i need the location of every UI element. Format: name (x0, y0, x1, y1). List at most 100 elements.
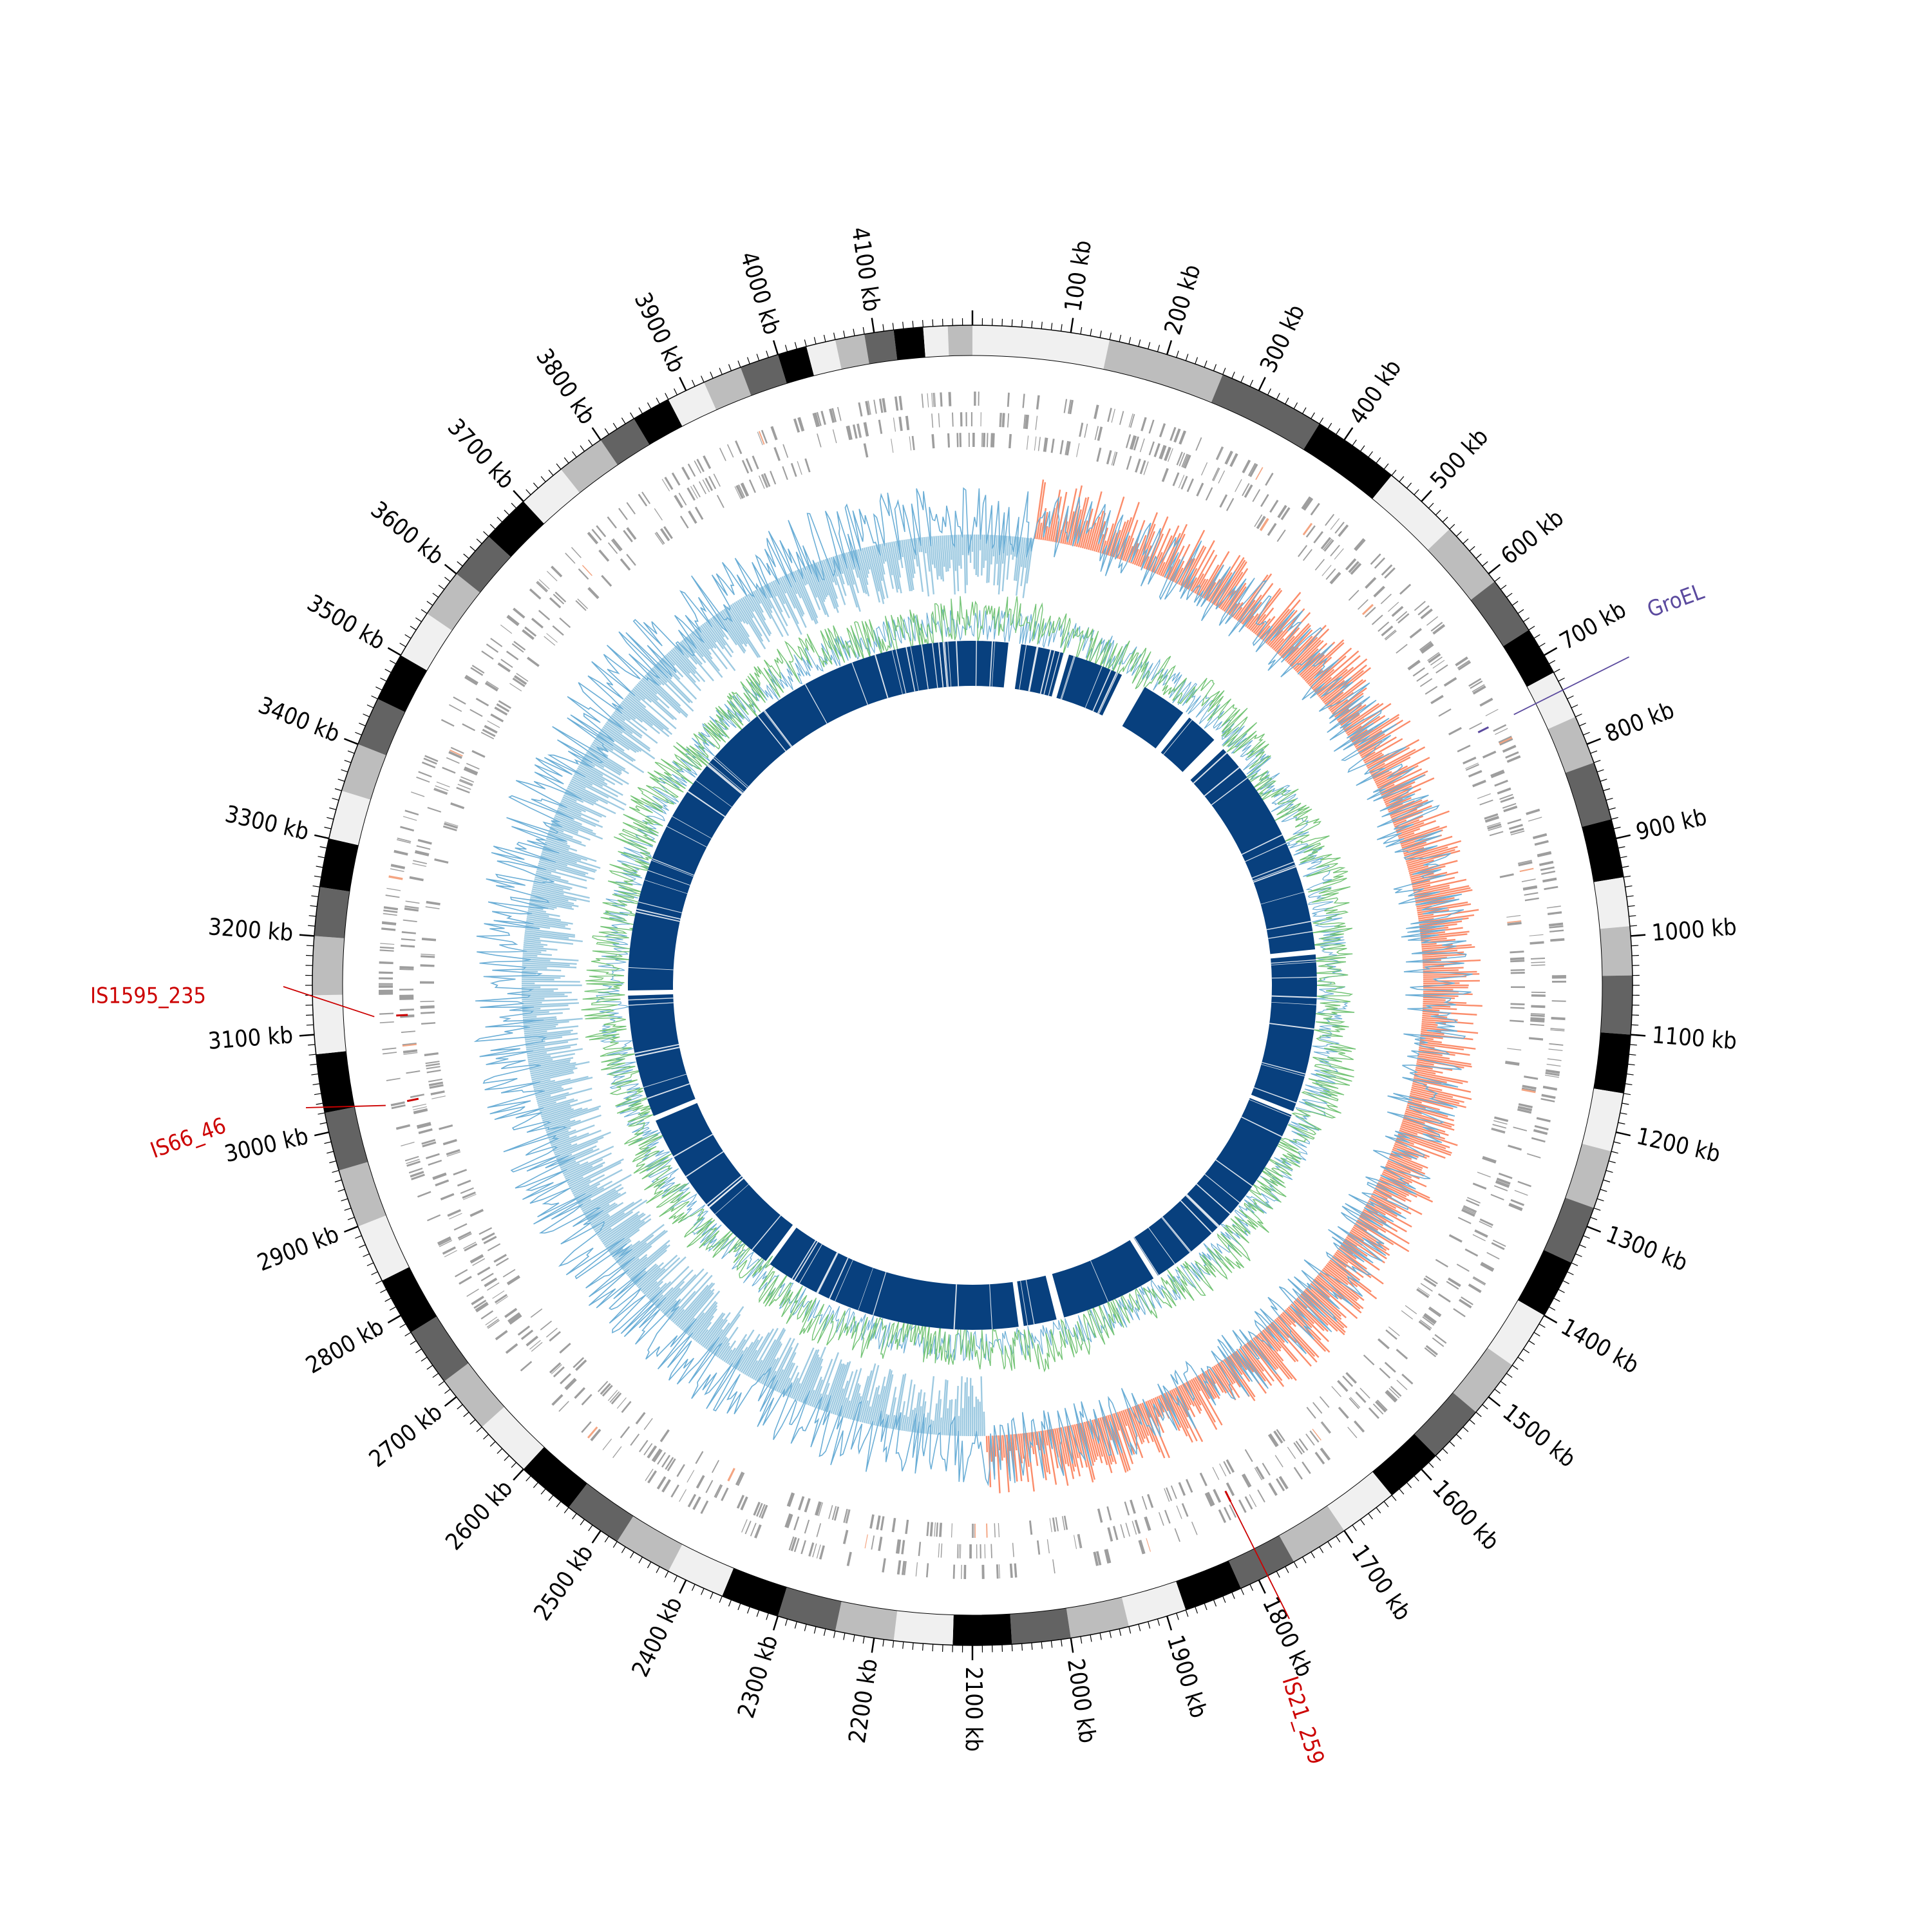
gene-feature (1226, 1459, 1235, 1473)
gene-feature (1381, 564, 1393, 576)
gene-feature (426, 900, 440, 905)
minor-tick (384, 1298, 392, 1302)
minor-tick (1608, 1160, 1616, 1164)
gene-feature (735, 485, 744, 499)
minor-tick (540, 1488, 546, 1495)
gene-feature (719, 448, 726, 461)
block-track (628, 641, 1317, 1330)
gene-feature (687, 487, 696, 501)
gene-feature (1148, 441, 1155, 456)
gene-feature (513, 641, 526, 651)
minor-tick (1099, 330, 1102, 338)
minor-tick (504, 1455, 510, 1461)
gene-feature (1492, 1239, 1506, 1247)
gene-feature (1530, 1014, 1545, 1018)
gene-feature (770, 471, 777, 485)
minor-tick (1463, 1426, 1469, 1432)
gene-feature (1229, 1504, 1236, 1518)
gene-feature (816, 1523, 822, 1537)
gene-feature (1120, 1524, 1125, 1539)
gene-feature (812, 413, 818, 428)
gene-feature (808, 1542, 815, 1557)
gene-feature (1510, 957, 1525, 961)
minor-tick (843, 330, 846, 338)
major-tick (871, 317, 875, 333)
gene-feature (1462, 1208, 1476, 1215)
gene-feature (1028, 1520, 1033, 1535)
gene-feature (1182, 454, 1189, 468)
gene-feature (432, 1172, 446, 1179)
block-gap-line (793, 1241, 819, 1281)
gene-feature (1342, 1375, 1354, 1387)
minor-tick (1435, 509, 1441, 516)
minor-tick (1336, 428, 1341, 435)
ideogram-band (1548, 717, 1594, 773)
gene-feature (1293, 1442, 1303, 1455)
gene-feature (737, 1495, 745, 1509)
annotation-marker (1224, 1490, 1232, 1502)
gene-feature (462, 723, 476, 732)
block-gap-line (1043, 650, 1056, 695)
minor-tick (1482, 1404, 1488, 1410)
minor-tick (332, 797, 339, 801)
gene-feature (1495, 728, 1508, 735)
minor-tick (1620, 1112, 1627, 1115)
minor-tick (1627, 1063, 1635, 1066)
minor-tick (347, 1217, 355, 1220)
minor-tick (630, 1551, 634, 1558)
gene-feature (663, 526, 673, 540)
gene-feature (379, 1012, 394, 1015)
minor-tick (1176, 1613, 1179, 1620)
block-gap-line (672, 816, 712, 839)
minor-tick (638, 1557, 643, 1564)
gene-feature (379, 989, 393, 992)
annotation-leader-line (1225, 1492, 1290, 1620)
major-tick (1258, 377, 1266, 392)
gene-feature (1425, 686, 1438, 695)
block-gap-line (1121, 687, 1145, 726)
gene-feature (1302, 522, 1313, 536)
gene-feature (536, 581, 549, 592)
ideogram-band (357, 699, 405, 755)
gene-feature (1260, 494, 1269, 507)
gene-feature (381, 927, 396, 931)
block-gap-line (695, 780, 732, 808)
annotation-leader-line (1513, 656, 1629, 715)
minor-tick (756, 354, 760, 361)
gene-feature (1052, 1517, 1056, 1532)
gene-feature (921, 393, 924, 408)
block-gap-line (895, 649, 907, 694)
gene-feature (436, 781, 450, 788)
gene-feature (1486, 822, 1501, 828)
gene-feature (635, 1412, 646, 1425)
gene-feature (1482, 750, 1497, 759)
ideogram-band (1593, 1032, 1631, 1094)
gene-feature (1550, 1029, 1565, 1032)
minor-tick (432, 1372, 439, 1378)
gene-feature (403, 1052, 418, 1055)
gene-feature (1490, 769, 1504, 777)
ideogram-band (1121, 1581, 1186, 1627)
gene-feature (416, 845, 431, 850)
block-gap-line (1271, 1001, 1317, 1005)
tick-label: 900 kb (1634, 804, 1710, 846)
major-tick (772, 340, 779, 355)
gene-feature (1049, 1518, 1052, 1533)
minor-tick (1613, 826, 1621, 829)
gene-feature (1481, 1262, 1495, 1271)
block-gap-line (1249, 1099, 1291, 1117)
gene-feature (721, 1487, 729, 1501)
gene-feature (1077, 1534, 1081, 1549)
major-tick (1616, 1131, 1631, 1137)
block-segment (1017, 1275, 1057, 1327)
minor-tick (794, 1621, 797, 1629)
gene-feature (1354, 538, 1365, 551)
gene-feature (1012, 1542, 1014, 1557)
gene-feature (1548, 1048, 1563, 1052)
gene-feature (1485, 817, 1499, 823)
minor-tick (1562, 1280, 1569, 1284)
gene-feature (1421, 644, 1434, 654)
gene-feature (1178, 475, 1185, 489)
minor-tick (674, 1575, 678, 1582)
block-gap-line (1028, 647, 1039, 692)
